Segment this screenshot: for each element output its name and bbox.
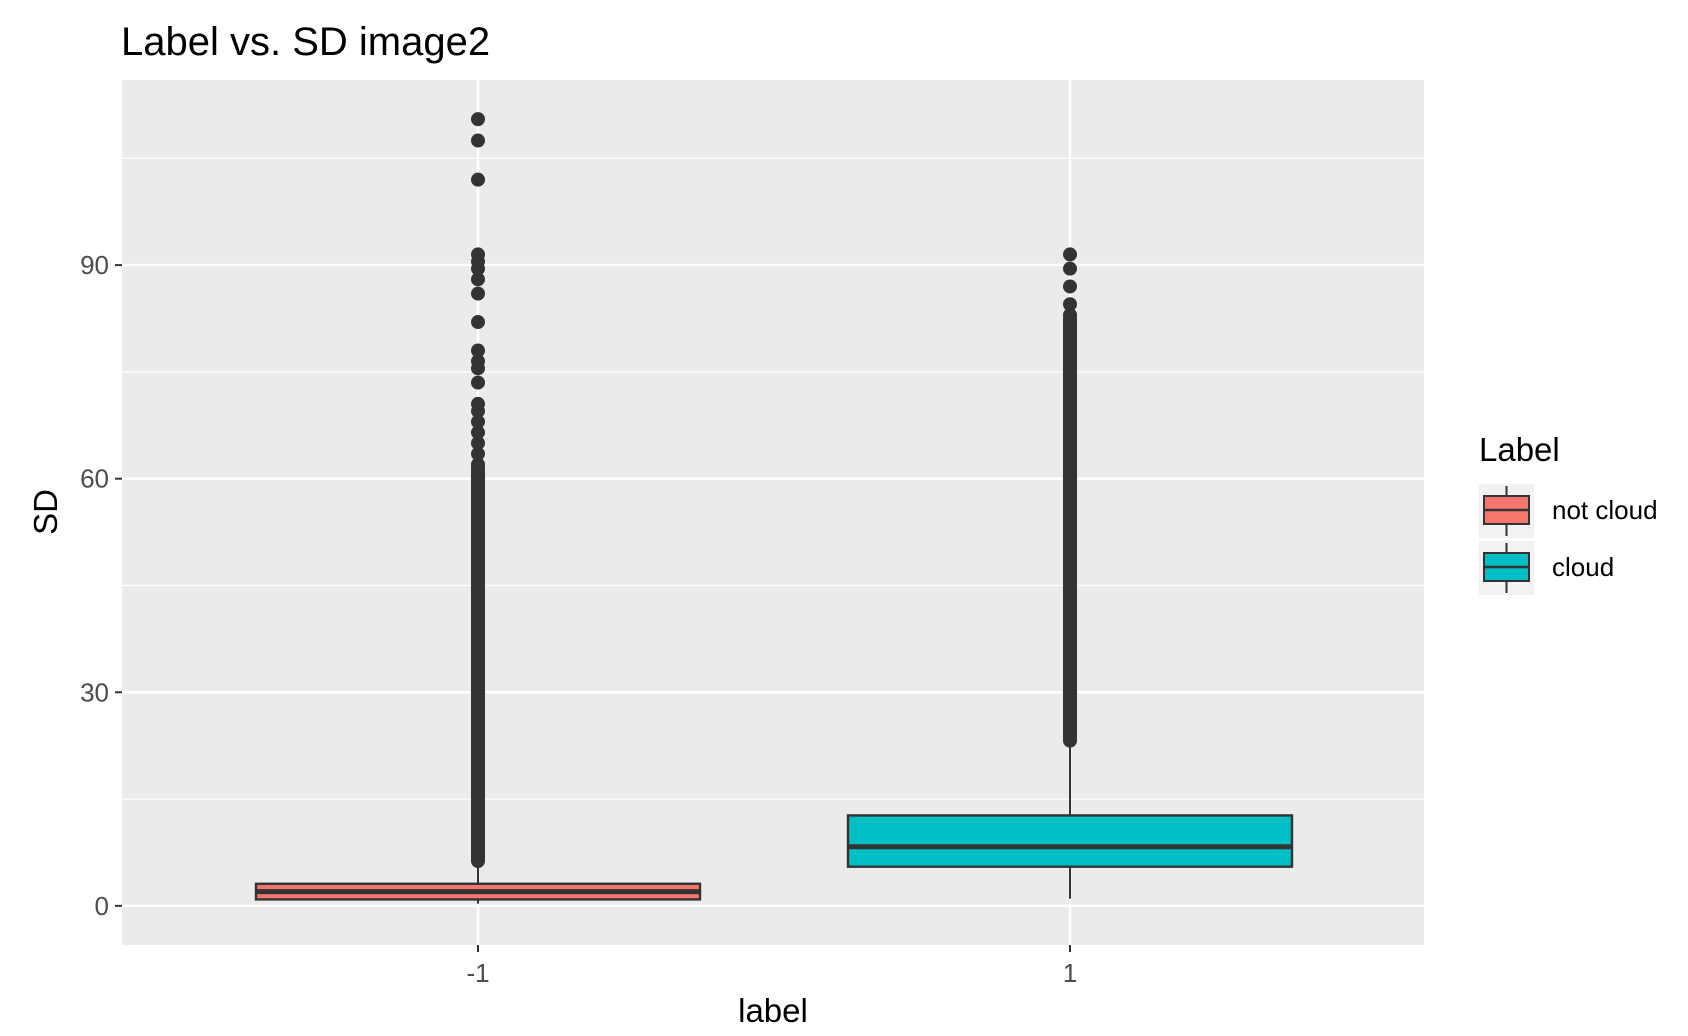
y-tick-label: 0 xyxy=(95,891,109,921)
outlier-point xyxy=(471,375,485,390)
outlier-point xyxy=(471,343,485,358)
outlier-point xyxy=(471,414,485,429)
legend: Label not cloud cloud xyxy=(1479,431,1658,595)
y-axis: 0 30 60 90 xyxy=(80,250,122,921)
outlier-point xyxy=(471,315,485,330)
legend-title: Label xyxy=(1479,431,1560,468)
x-tick-label: -1 xyxy=(466,958,489,988)
outlier-point xyxy=(471,457,485,472)
outlier-point xyxy=(471,272,485,287)
y-tick-label: 30 xyxy=(80,677,109,707)
legend-label: not cloud xyxy=(1552,495,1658,525)
chart-title: Label vs. SD image2 xyxy=(121,20,490,64)
outlier-point xyxy=(471,436,485,451)
box-not-cloud xyxy=(254,112,702,904)
outlier-band xyxy=(1063,311,1077,748)
outlier-point xyxy=(1063,297,1077,312)
plot-panel xyxy=(122,80,1424,945)
outlier-point xyxy=(471,112,485,127)
outlier-band xyxy=(471,461,485,868)
outlier-point xyxy=(471,425,485,440)
box-cloud xyxy=(846,247,1294,899)
outlier-point xyxy=(1063,261,1077,276)
y-tick-label: 60 xyxy=(80,464,109,494)
outlier-point xyxy=(471,133,485,148)
outlier-point xyxy=(471,446,485,461)
outlier-point xyxy=(471,396,485,411)
outlier-point xyxy=(471,172,485,187)
legend-label: cloud xyxy=(1552,552,1614,582)
outlier-point xyxy=(1063,307,1077,322)
outlier-point xyxy=(471,247,485,262)
y-tick-label: 90 xyxy=(80,250,109,280)
x-axis-title: label xyxy=(738,992,808,1029)
x-tick-label: 1 xyxy=(1063,958,1077,988)
outlier-point xyxy=(471,286,485,301)
x-axis: -1 1 xyxy=(466,945,1077,988)
y-axis-title: SD xyxy=(27,489,64,535)
box-group xyxy=(254,112,1294,904)
outlier-point xyxy=(1063,247,1077,262)
box-iqr xyxy=(846,814,1294,868)
outlier-point xyxy=(471,354,485,369)
outlier-point xyxy=(1063,279,1077,294)
